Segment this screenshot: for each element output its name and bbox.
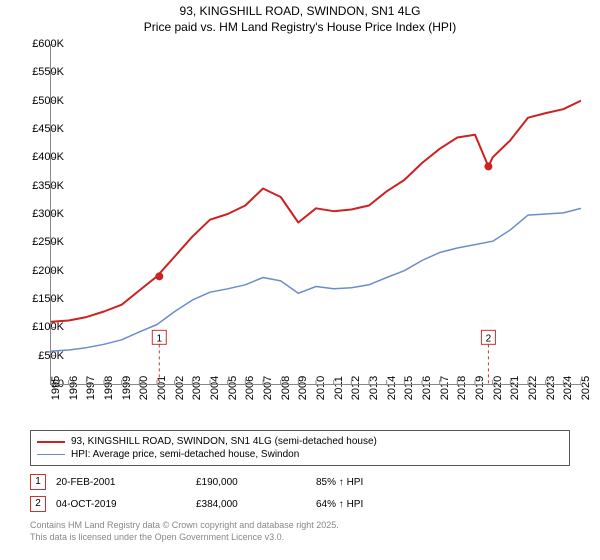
legend-label-1: HPI: Average price, semi-detached house,… [71, 449, 299, 460]
marker-box-1: 1 [30, 474, 46, 490]
data-point-row-0: 1 20-FEB-2001 £190,000 85% ↑ HPI [30, 474, 570, 490]
chart-container: 93, KINGSHILL ROAD, SWINDON, SN1 4LG Pri… [0, 0, 600, 560]
dp-ratio-1: 64% ↑ HPI [316, 499, 363, 510]
legend-swatch-0 [37, 441, 65, 443]
marker-box-2: 2 [30, 496, 46, 512]
dp-ratio-0: 85% ↑ HPI [316, 477, 363, 488]
chart-plot-area: 12 [50, 44, 581, 385]
title-block: 93, KINGSHILL ROAD, SWINDON, SN1 4LG Pri… [0, 0, 600, 35]
footer-line-2: This data is licensed under the Open Gov… [30, 532, 339, 544]
dp-price-1: £384,000 [196, 499, 316, 510]
dp-date-0: 20-FEB-2001 [56, 477, 196, 488]
footer-line-1: Contains HM Land Registry data © Crown c… [30, 520, 339, 532]
data-point-row-1: 2 04-OCT-2019 £384,000 64% ↑ HPI [30, 496, 570, 512]
x-tick-label: 2025 [580, 376, 592, 400]
svg-text:2: 2 [486, 333, 492, 344]
dp-price-0: £190,000 [196, 477, 316, 488]
footer-block: Contains HM Land Registry data © Crown c… [30, 520, 339, 543]
legend-swatch-1 [37, 454, 65, 456]
title-line-2: Price paid vs. HM Land Registry's House … [0, 20, 600, 36]
chart-svg: 12 [51, 44, 581, 384]
legend-row-0: 93, KINGSHILL ROAD, SWINDON, SN1 4LG (se… [37, 435, 563, 448]
legend-box: 93, KINGSHILL ROAD, SWINDON, SN1 4LG (se… [30, 430, 570, 466]
legend-row-1: HPI: Average price, semi-detached house,… [37, 448, 563, 461]
dp-date-1: 04-OCT-2019 [56, 499, 196, 510]
title-line-1: 93, KINGSHILL ROAD, SWINDON, SN1 4LG [0, 4, 600, 20]
svg-text:1: 1 [157, 333, 163, 344]
legend-label-0: 93, KINGSHILL ROAD, SWINDON, SN1 4LG (se… [71, 436, 377, 447]
